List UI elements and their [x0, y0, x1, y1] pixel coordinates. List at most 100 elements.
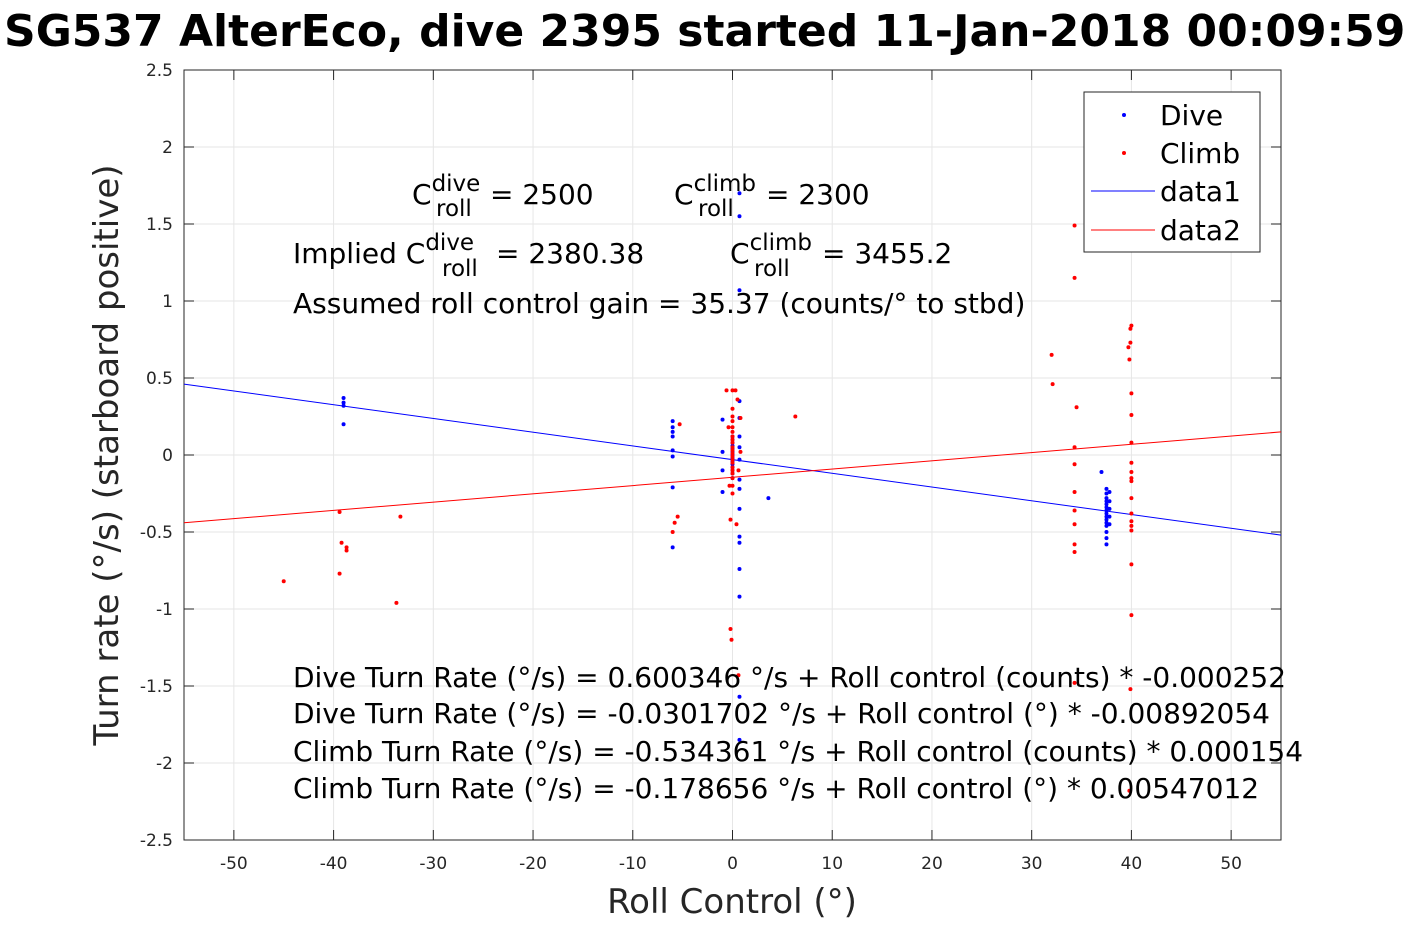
climb-point [1072, 223, 1077, 228]
dive-point [737, 457, 742, 462]
climb-point [736, 468, 741, 473]
climb-point [1129, 323, 1134, 328]
dive-point [1104, 505, 1109, 510]
dive-point [1104, 502, 1109, 507]
x-tick-label: -40 [320, 854, 348, 874]
climb-point [1074, 405, 1079, 410]
annotation-implied-climb: Cclimb roll = 3455.2 [730, 230, 952, 282]
c-dive-superscript: dive [432, 171, 481, 197]
dive-point [737, 540, 742, 545]
dive-point [1107, 489, 1112, 494]
x-tick-label: 30 [1021, 854, 1043, 874]
svg-text:Cdive: Cdive [412, 171, 480, 211]
legend-climb-label: Climb [1160, 137, 1240, 170]
climb-point [344, 548, 349, 553]
annotation-c-climb: Cclimb roll = 2300 [674, 171, 870, 222]
dive-point [737, 191, 742, 196]
climb-point [1129, 519, 1134, 524]
dive-point [737, 434, 742, 439]
y-tick-label: -0.5 [140, 523, 173, 543]
c-climb-superscript: climb [694, 171, 756, 197]
y-tick-label: -2 [156, 754, 173, 774]
dive-point [737, 534, 742, 539]
legend-dive-label: Dive [1160, 99, 1223, 132]
dive-point [720, 468, 725, 473]
climb-point [1129, 523, 1134, 528]
climb-point [1126, 345, 1131, 350]
climb-point [1129, 528, 1134, 533]
climb-point [1127, 788, 1132, 793]
annotation-fit-3: Climb Turn Rate (°/s) = -0.534361 °/s + … [293, 735, 1303, 768]
climb-point [1072, 550, 1077, 555]
dive-point [737, 486, 742, 491]
dive-point [737, 737, 742, 742]
y-tick-label: 0 [162, 446, 173, 466]
dive-point [341, 422, 346, 427]
climb-point [398, 514, 403, 519]
dive-point [737, 477, 742, 482]
climb-point [281, 579, 286, 584]
climb-point [1072, 489, 1077, 494]
dive-point [720, 417, 725, 422]
climb-point [339, 540, 344, 545]
climb-point [1072, 680, 1077, 685]
y-tick-label: -1 [156, 600, 173, 620]
climb-point [730, 419, 735, 424]
climb-point [730, 425, 735, 430]
climb-point [675, 514, 680, 519]
climb-point [730, 476, 735, 481]
scatter-points [281, 191, 1134, 793]
x-tick-label: 20 [921, 854, 943, 874]
y-tick-label: -1.5 [140, 677, 173, 697]
annotation-c-dive: Cdive roll = 2500 [412, 171, 594, 222]
climb-point [1128, 340, 1133, 345]
dive-point [670, 448, 675, 453]
climb-point [793, 414, 798, 419]
dive-point [1104, 486, 1109, 491]
axis-ticks: -50 -40 -30 -20 -10 0 10 20 30 40 50-2.5-2-1.5-1-0… [140, 61, 1281, 874]
climb-point [1050, 382, 1055, 387]
climb-point [730, 388, 735, 393]
dive-point [670, 419, 675, 424]
climb-point [724, 388, 729, 393]
climb-point [1129, 391, 1134, 396]
dive-point [1104, 536, 1109, 541]
dive-point [341, 403, 346, 408]
dive-point [1104, 511, 1109, 516]
climb-point [730, 406, 735, 411]
y-tick-label: 1.5 [146, 215, 173, 235]
climb-point [1072, 462, 1077, 467]
x-tick-label: -10 [619, 854, 647, 874]
dive-point [720, 449, 725, 454]
y-tick-label: 2 [162, 138, 173, 158]
climb-point [736, 673, 741, 678]
x-tick-label: -50 [220, 854, 248, 874]
implied-climb-value: = 3455.2 [822, 237, 952, 270]
dive-point [737, 445, 742, 450]
y-tick-label: 1 [162, 292, 173, 312]
climb-point [730, 483, 735, 488]
annotation-fit-4: Climb Turn Rate (°/s) = -0.178656 °/s + … [293, 772, 1259, 805]
climb-point [1129, 562, 1134, 567]
chart-title: SG537 AlterEco, dive 2395 started 11-Jan… [4, 6, 1406, 57]
climb-point [337, 571, 342, 576]
dive-point [1107, 514, 1112, 519]
dive-point [1099, 469, 1104, 474]
climb-point [727, 483, 732, 488]
climb-point [1049, 352, 1054, 357]
c-climb-subscript: roll [698, 196, 734, 222]
dive-point [670, 425, 675, 430]
x-axis-label: Roll Control (°) [607, 882, 857, 922]
climb-point [730, 445, 735, 450]
climb-point [1127, 357, 1132, 362]
y-tick-label: 2.5 [146, 61, 173, 81]
dive-point [1107, 522, 1112, 527]
dive-point [737, 566, 742, 571]
dive-point [1104, 517, 1109, 522]
c-climb-value: = 2300 [766, 178, 870, 211]
climb-point [730, 457, 735, 462]
climb-point [1072, 542, 1077, 547]
climb-point [730, 471, 735, 476]
climb-point [734, 522, 739, 527]
c-dive-value: = 2500 [490, 178, 594, 211]
